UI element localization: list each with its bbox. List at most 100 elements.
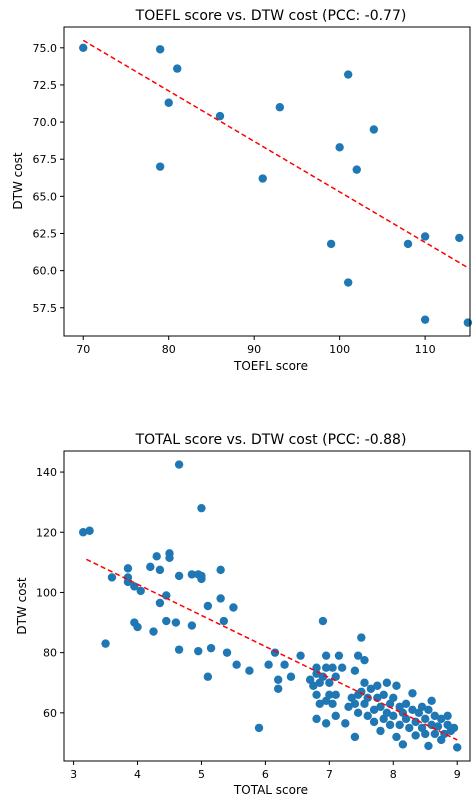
- total-data-point: [245, 666, 254, 675]
- total-data-point: [376, 726, 385, 736]
- total-data-point: [411, 717, 420, 727]
- total-x-tick-label: 7: [326, 768, 333, 781]
- total-y-tick-label: 140: [36, 466, 57, 479]
- total-y-tick-label: 60: [43, 707, 57, 720]
- total-data-point: [162, 591, 171, 600]
- total-y-tick-label: 100: [36, 586, 57, 599]
- toefl-data-point: [173, 64, 182, 73]
- toefl-x-tick-label: 70: [76, 343, 90, 356]
- toefl-data-point: [369, 125, 379, 134]
- total-data-point: [430, 729, 440, 739]
- total-data-point: [146, 562, 155, 572]
- toefl-y-tick-label: 65.0: [33, 190, 58, 203]
- total-data-point: [222, 648, 232, 657]
- toefl-data-point: [275, 103, 285, 112]
- total-data-point: [152, 552, 161, 561]
- toefl-data-point: [344, 70, 353, 79]
- total-data-point: [174, 645, 184, 654]
- total-data-point: [203, 672, 213, 681]
- total-data-point: [382, 678, 392, 687]
- total-data-point: [107, 573, 117, 582]
- total-data-point: [395, 720, 404, 730]
- toefl-data-point: [352, 165, 361, 174]
- total-data-point: [187, 570, 197, 579]
- total-data-point: [273, 675, 283, 684]
- toefl-data-point: [344, 278, 353, 287]
- total-data-point: [379, 690, 388, 699]
- toefl-x-axis-label: TOEFL score: [233, 359, 308, 373]
- total-data-point: [197, 503, 206, 513]
- total-data-point: [203, 601, 213, 611]
- total-data-point: [408, 705, 417, 715]
- total-data-point: [350, 732, 360, 742]
- toefl-data-point: [420, 232, 430, 241]
- total-data-point: [363, 711, 372, 721]
- total-data-point: [382, 708, 392, 718]
- total-data-point: [350, 699, 360, 709]
- total-x-axis-label: TOTAL score: [233, 783, 308, 795]
- total-data-point: [325, 678, 334, 687]
- total-data-point: [280, 660, 289, 669]
- total-data-point: [366, 684, 376, 693]
- total-data-point: [328, 663, 337, 672]
- total-data-point: [408, 689, 417, 698]
- total-data-point: [385, 720, 395, 730]
- total-data-point: [312, 714, 321, 724]
- total-data-point: [325, 690, 334, 699]
- total-data-point: [162, 616, 171, 626]
- total-data-point: [78, 528, 88, 537]
- total-data-point: [424, 705, 433, 715]
- total-data-point: [353, 651, 363, 660]
- toefl-data-point: [79, 43, 88, 52]
- total-data-point: [254, 723, 264, 733]
- total-data-point: [174, 571, 184, 581]
- toefl-y-tick-label: 60.0: [33, 265, 58, 278]
- total-data-point: [318, 672, 328, 681]
- total-data-point: [194, 646, 203, 656]
- total-data-point: [337, 663, 347, 672]
- toefl-y-tick-label: 67.5: [33, 153, 58, 166]
- total-data-point: [392, 732, 401, 742]
- total-data-point: [363, 693, 372, 702]
- total-data-point: [165, 553, 174, 563]
- total-x-tick-label: 4: [134, 768, 141, 781]
- total-data-point: [171, 618, 181, 627]
- total-data-point: [360, 678, 369, 687]
- total-data-point: [174, 460, 184, 469]
- total-x-tick-label: 5: [198, 768, 205, 781]
- total-data-point: [318, 616, 328, 626]
- total-data-point: [331, 672, 340, 681]
- toefl-data-point: [326, 239, 336, 249]
- total-data-point: [376, 702, 385, 712]
- total-data-point: [417, 702, 427, 712]
- toefl-data-point: [155, 162, 165, 171]
- toefl-data-point: [420, 315, 430, 324]
- toefl-trend-line: [82, 39, 469, 269]
- total-data-point: [411, 731, 420, 740]
- total-data-point: [357, 687, 366, 696]
- total-data-point: [216, 594, 225, 603]
- toefl-data-point: [455, 233, 464, 243]
- total-data-point: [133, 622, 142, 632]
- total-data-point: [427, 696, 436, 706]
- total-data-point: [219, 616, 229, 626]
- total-data-point: [130, 582, 139, 591]
- total-plot-frame: [63, 450, 471, 762]
- total-data-point: [229, 603, 238, 612]
- total-data-point: [350, 666, 360, 675]
- total-data-point: [392, 681, 401, 690]
- total-data-point: [123, 564, 133, 573]
- total-data-point: [421, 714, 430, 724]
- total-data-point: [136, 586, 145, 596]
- total-data-point: [401, 699, 411, 709]
- total-data-point: [389, 693, 398, 702]
- total-data-point: [360, 655, 369, 665]
- total-data-point: [101, 639, 110, 648]
- toefl-x-tick-label: 90: [247, 343, 261, 356]
- total-data-point: [427, 720, 436, 730]
- total-data-point: [437, 714, 446, 724]
- total-data-point: [449, 723, 459, 733]
- toefl-y-tick-label: 75.0: [33, 42, 58, 55]
- total-data-point: [85, 526, 94, 535]
- total-x-tick-label: 8: [390, 768, 397, 781]
